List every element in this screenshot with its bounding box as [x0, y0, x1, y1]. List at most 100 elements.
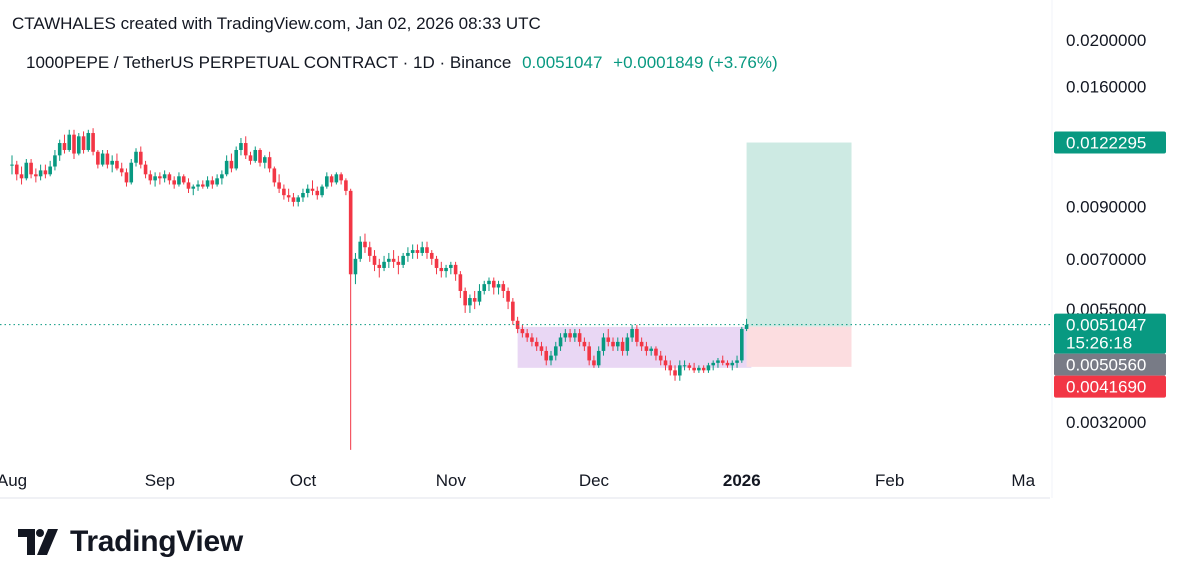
candle-body	[105, 153, 110, 165]
candle-body	[678, 365, 682, 376]
candle-body	[363, 241, 367, 248]
candle-body	[744, 324, 749, 329]
candle	[272, 166, 277, 187]
candle	[286, 188, 291, 202]
candle	[410, 244, 415, 259]
candle	[658, 350, 663, 366]
creator-line: CTAWHALES created with TradingView.com, …	[12, 14, 541, 33]
candle	[105, 149, 110, 169]
candle-body	[429, 252, 434, 259]
candle-body	[596, 350, 601, 366]
price-label-countdown: 15:26:18	[1066, 334, 1132, 353]
candle	[263, 155, 267, 169]
candle-body	[296, 197, 300, 202]
candle-body	[406, 252, 410, 256]
candle-body	[76, 136, 81, 154]
candle-body	[477, 290, 482, 302]
candle	[196, 180, 200, 191]
candle	[67, 129, 72, 152]
price-label: 0.0041690	[1054, 375, 1166, 398]
candle-body	[720, 360, 725, 363]
y-tick-label: 0.0090000	[1066, 197, 1146, 216]
candle	[725, 360, 730, 368]
candle	[649, 346, 653, 356]
candle-body	[506, 290, 510, 302]
candle	[57, 139, 62, 161]
price-label-value: 0.0122295	[1066, 134, 1146, 153]
candle-body	[592, 360, 596, 366]
candle-body	[191, 186, 196, 189]
candle-body	[444, 267, 448, 272]
candle-body	[267, 157, 272, 169]
candle-body	[205, 180, 210, 187]
candle	[110, 155, 114, 173]
candle-body	[334, 174, 339, 183]
candle-body	[663, 360, 668, 366]
symbol-name[interactable]: 1000PEPE / TetherUS PERPETUAL CONTRACT ·…	[26, 53, 512, 72]
candle-body	[158, 176, 162, 179]
x-tick-label: Feb	[875, 471, 904, 490]
candle	[434, 255, 439, 275]
candle	[239, 137, 243, 156]
candle-body	[625, 337, 630, 351]
candle	[611, 337, 615, 351]
candle	[62, 134, 67, 154]
candle-body	[658, 355, 663, 361]
candle-body	[81, 136, 86, 150]
candle-body	[10, 164, 14, 166]
candle	[563, 328, 568, 342]
long-stop-zone	[746, 326, 852, 367]
candle	[329, 174, 334, 187]
candle	[487, 277, 491, 291]
candle	[582, 337, 587, 351]
time-axis[interactable]: Aug Sep Oct Nov Dec 2026 Feb Ma	[0, 471, 1050, 499]
candle-body	[711, 362, 715, 366]
candle	[372, 250, 377, 272]
candle	[158, 172, 162, 185]
candle-body	[153, 176, 157, 181]
price-axis[interactable]: 0.0200000 0.0160000 0.0090000 0.0070000 0.00…	[1051, 0, 1166, 498]
candle-body	[415, 250, 420, 253]
candle	[482, 280, 487, 295]
candle-body	[587, 346, 591, 361]
candle	[10, 155, 14, 175]
candle	[673, 365, 677, 381]
candle	[153, 172, 157, 187]
candle-body	[96, 151, 100, 165]
candle	[387, 252, 391, 268]
candle	[706, 362, 711, 373]
candle-body	[348, 190, 353, 275]
candle	[701, 365, 706, 373]
last-price: 0.0051047	[522, 53, 603, 72]
candle	[253, 146, 258, 163]
candle	[692, 362, 696, 373]
candle-body	[258, 149, 262, 163]
candle-body	[425, 247, 429, 253]
long-target-zone	[746, 142, 852, 327]
candle-body	[740, 328, 744, 361]
price-change: +0.0001849 (+3.76%)	[613, 53, 778, 72]
candle	[501, 280, 506, 299]
candle-body	[577, 333, 582, 342]
tradingview-logo-icon	[18, 529, 58, 555]
candle	[663, 355, 668, 371]
candle-body	[53, 155, 57, 167]
candle	[100, 149, 105, 167]
candle-body	[124, 172, 129, 183]
candle-body	[224, 160, 229, 175]
y-tick-label: 0.0200000	[1066, 31, 1146, 50]
candle-body	[434, 258, 439, 268]
candle-body	[325, 176, 329, 187]
candle	[24, 159, 29, 181]
candle-body	[582, 341, 587, 347]
candle-body	[344, 180, 348, 191]
candle-body	[377, 264, 382, 268]
candle	[181, 174, 186, 185]
candle	[687, 362, 692, 371]
candle-body	[439, 267, 444, 272]
candle-body	[138, 151, 143, 165]
candle	[96, 149, 100, 169]
